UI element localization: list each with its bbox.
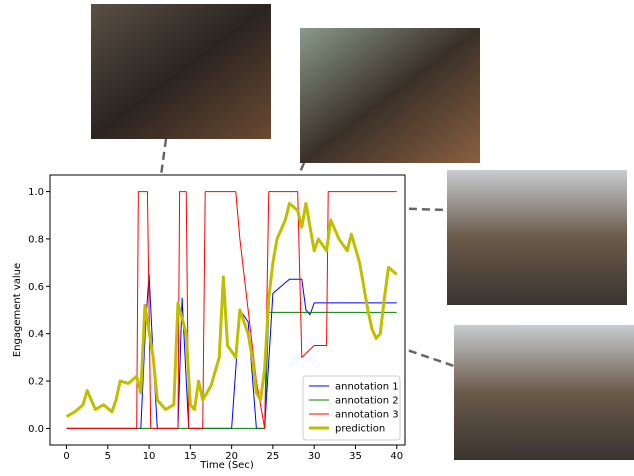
y-tick-label: 0.4 [28, 329, 44, 340]
x-tick-label: 20 [225, 451, 238, 462]
series-line [65, 201, 398, 418]
legend-label: annotation 2 [335, 396, 399, 407]
x-tick-label: 10 [143, 451, 156, 462]
y-tick-label: 0.6 [28, 282, 44, 293]
y-tick-label: 1.0 [28, 187, 44, 198]
legend-label: annotation 3 [335, 410, 399, 421]
y-axis-label: Engagement value [12, 263, 23, 357]
x-tick-label: 0 [63, 451, 69, 462]
photo [300, 28, 480, 163]
photo [447, 170, 627, 305]
x-tick-label: 35 [349, 451, 362, 462]
legend-label: prediction [335, 424, 385, 435]
y-tick-label: 0.0 [28, 424, 44, 435]
photo [91, 4, 271, 139]
legend-box [302, 375, 401, 441]
series-line [66, 191, 397, 429]
legend-label: annotation 1 [335, 382, 399, 393]
x-axis-label: Time (Sec) [199, 460, 254, 471]
y-tick-label: 0.8 [28, 234, 44, 245]
photo [454, 325, 634, 460]
x-tick-label: 40 [390, 451, 403, 462]
x-tick-label: 15 [184, 451, 197, 462]
x-tick-label: 30 [308, 451, 321, 462]
x-tick-label: 25 [267, 451, 280, 462]
x-tick-label: 5 [105, 451, 111, 462]
y-tick-label: 0.2 [28, 377, 44, 388]
